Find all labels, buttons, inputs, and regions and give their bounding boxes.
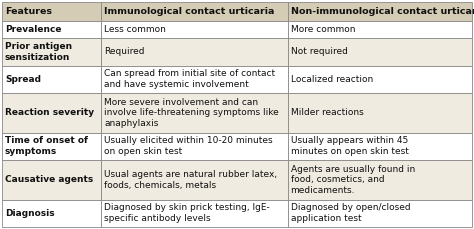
Bar — [2, 38, 101, 65]
Bar — [288, 160, 472, 199]
Text: Features: Features — [5, 7, 52, 16]
Bar — [2, 65, 101, 93]
Bar — [101, 65, 288, 93]
Text: More common: More common — [291, 25, 355, 34]
Text: Immunological contact urticaria: Immunological contact urticaria — [104, 7, 274, 16]
Bar — [288, 21, 472, 38]
Bar — [101, 160, 288, 199]
Bar — [288, 65, 472, 93]
Text: Prevalence: Prevalence — [5, 25, 62, 34]
Bar — [2, 21, 101, 38]
Text: Localized reaction: Localized reaction — [291, 75, 373, 84]
Text: More severe involvement and can
involve life-threatening symptoms like
anaphylax: More severe involvement and can involve … — [104, 98, 279, 128]
Bar — [101, 93, 288, 133]
Text: Diagnosed by open/closed
application test: Diagnosed by open/closed application tes… — [291, 203, 410, 223]
Bar — [101, 38, 288, 65]
Bar — [101, 133, 288, 160]
Text: Causative agents: Causative agents — [5, 175, 93, 184]
Text: Less common: Less common — [104, 25, 166, 34]
Text: Usual agents are natural rubber latex,
foods, chemicals, metals: Usual agents are natural rubber latex, f… — [104, 170, 277, 190]
Bar — [288, 133, 472, 160]
Bar — [101, 199, 288, 227]
Bar — [2, 93, 101, 133]
Text: Not required: Not required — [291, 47, 347, 56]
Bar — [101, 2, 288, 21]
Bar — [2, 160, 101, 199]
Bar — [288, 2, 472, 21]
Text: Required: Required — [104, 47, 145, 56]
Text: Time of onset of
symptoms: Time of onset of symptoms — [5, 136, 88, 156]
Text: Diagnosed by skin prick testing, IgE-
specific antibody levels: Diagnosed by skin prick testing, IgE- sp… — [104, 203, 270, 223]
Text: Usually appears within 45
minutes on open skin test: Usually appears within 45 minutes on ope… — [291, 136, 409, 156]
Bar — [2, 133, 101, 160]
Bar — [101, 21, 288, 38]
Text: Milder reactions: Milder reactions — [291, 108, 363, 117]
Bar — [288, 93, 472, 133]
Text: Usually elicited within 10-20 minutes
on open skin test: Usually elicited within 10-20 minutes on… — [104, 136, 273, 156]
Bar — [2, 2, 101, 21]
Text: Spread: Spread — [5, 75, 41, 84]
Text: Reaction severity: Reaction severity — [5, 108, 94, 117]
Bar — [2, 199, 101, 227]
Text: Agents are usually found in
food, cosmetics, and
medicaments.: Agents are usually found in food, cosmet… — [291, 164, 415, 195]
Bar — [288, 38, 472, 65]
Text: Prior antigen
sensitization: Prior antigen sensitization — [5, 42, 72, 62]
Text: Can spread from initial site of contact
and have systemic involvement: Can spread from initial site of contact … — [104, 69, 275, 89]
Text: Diagnosis: Diagnosis — [5, 209, 55, 218]
Text: Non-immunological contact urticaria: Non-immunological contact urticaria — [291, 7, 474, 16]
Bar — [288, 199, 472, 227]
